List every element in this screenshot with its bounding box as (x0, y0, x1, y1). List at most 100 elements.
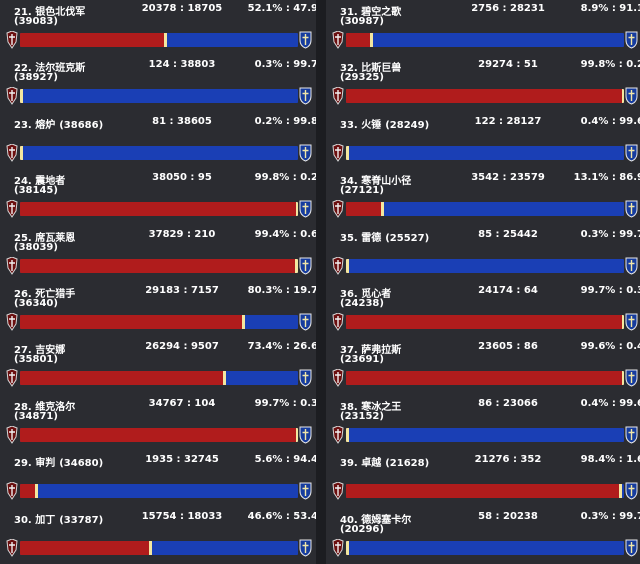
server-name: 34. 寒脊山小径 (340, 176, 412, 188)
horde-share-fill (346, 89, 624, 104)
server-name: 38. 寒冰之王 (340, 401, 402, 413)
ratio-divider (163, 33, 167, 47)
server-header-line: 37. 萨弗拉斯 23605 : 86 99.6% : 0.4% (340, 341, 640, 357)
horde-emblem-icon (6, 31, 18, 49)
server-name: 29. 审判 (14, 458, 56, 470)
faction-ratio-bar-row (332, 256, 638, 275)
faction-counts: 24174 : 64 (478, 285, 538, 296)
faction-percentages: 80.3% : 19.7% (247, 285, 328, 296)
ratio-divider (346, 427, 350, 442)
server-name: 33. 火锤 (340, 119, 382, 131)
horde-share-fill (20, 484, 36, 499)
faction-ratio-bar-row (6, 482, 312, 501)
faction-ratio-bar-row (6, 256, 312, 275)
ratio-divider (346, 258, 349, 273)
alliance-emblem-icon (299, 426, 312, 444)
alliance-emblem-icon (299, 482, 312, 500)
faction-counts: 1935 : 32745 (145, 454, 219, 466)
faction-percentages: 8.9% : 91.1% (580, 3, 640, 14)
server-header-line: 23. 熔炉 (38686) 81 : 38605 0.2% : 99.8% (14, 116, 328, 131)
server-total: (30987) (340, 16, 384, 27)
ratio-divider (295, 258, 298, 273)
horde-emblem-icon (6, 87, 18, 106)
alliance-emblem-icon (625, 144, 638, 162)
horde-share-fill (346, 33, 371, 47)
server-entry: 21. 银色北伐军 20378 : 18705 52.1% : 47.9% (3908… (0, 0, 328, 56)
server-total: (24238) (340, 298, 384, 309)
alliance-emblem-icon (299, 369, 312, 387)
faction-percentages: 98.4% : 1.6% (580, 454, 640, 466)
faction-counts: 29274 : 51 (478, 59, 538, 71)
server-total: (21628) (385, 458, 430, 470)
server-title-group: 23. 熔炉 (38686) (14, 116, 103, 131)
alliance-emblem-icon (625, 87, 638, 105)
horde-share-fill (20, 427, 298, 442)
ratio-divider (622, 89, 624, 104)
faction-ratio-bar-row (332, 538, 638, 557)
faction-ratio-bar-row (6, 143, 312, 162)
faction-ratio-bar (20, 145, 298, 160)
faction-ratio-bar (20, 540, 298, 555)
faction-counts: 38050 : 95 (152, 172, 212, 184)
faction-ratio-bar-row (6, 425, 312, 444)
horde-emblem-icon (6, 256, 18, 275)
faction-ratio-bar-row (332, 143, 638, 162)
server-name: 28. 维克洛尔 (14, 401, 76, 413)
ratio-divider (346, 540, 349, 555)
faction-ratio-bar-row (332, 31, 638, 49)
server-name: 40. 德姆塞卡尔 (340, 514, 412, 526)
horde-share-fill (20, 202, 298, 217)
horde-emblem-icon (332, 425, 344, 444)
faction-percentages: 99.8% : 0.2% (580, 59, 640, 71)
faction-counts: 122 : 28127 (474, 115, 542, 127)
server-name: 25. 席瓦莱恩 (14, 232, 76, 244)
horde-share-fill (20, 33, 165, 47)
alliance-emblem-icon (299, 257, 312, 275)
faction-ratio-bar (346, 145, 624, 160)
server-entry: 31. 碧空之歌 2756 : 28231 8.9% : 91.1% (30987) (326, 0, 640, 56)
alliance-emblem-icon (625, 369, 638, 387)
faction-percentages: 0.2% : 99.8% (254, 115, 328, 127)
faction-ratio-bar-row (332, 369, 638, 388)
horde-emblem-icon (332, 143, 344, 162)
faction-percentages: 46.6% : 53.4% (247, 510, 328, 522)
alliance-emblem-icon (625, 539, 638, 557)
server-title-group: 39. 卓越 (21628) (340, 454, 429, 469)
faction-percentages: 99.4% : 0.6% (254, 228, 328, 240)
faction-counts: 37829 : 210 (148, 228, 216, 240)
server-header-line: 40. 德姆塞卡尔 58 : 20238 0.3% : 99.7% (340, 510, 640, 526)
alliance-emblem-icon (299, 144, 312, 162)
ratio-divider (621, 371, 624, 386)
server-header-line: 27. 吉安娜 26294 : 9507 73.4% : 26.6% (14, 341, 328, 356)
server-total: (23152) (340, 410, 384, 422)
faction-ratio-bar (346, 258, 624, 273)
faction-ratio-bar (20, 371, 298, 386)
faction-ratio-bar (20, 315, 298, 329)
faction-counts: 58 : 20238 (478, 510, 538, 522)
faction-percentages: 52.1% : 47.9% (247, 3, 328, 14)
server-entry: 25. 席瓦莱恩 37829 : 210 99.4% : 0.6% (38039) (0, 226, 328, 282)
alliance-emblem-icon (299, 539, 312, 557)
faction-ratio-bar-row (6, 31, 312, 49)
horde-emblem-icon (6, 425, 18, 444)
faction-ratio-bar (346, 484, 624, 499)
faction-ratio-bar-row (332, 313, 638, 331)
server-total: (38145) (14, 185, 58, 197)
faction-counts: 26294 : 9507 (145, 341, 219, 353)
ratio-divider (381, 202, 385, 217)
server-name: 37. 萨弗拉斯 (340, 345, 402, 357)
ratio-divider (20, 89, 23, 104)
faction-ratio-bar-row (332, 425, 638, 444)
faction-ratio-bar-row (6, 200, 312, 219)
faction-counts: 124 : 38803 (148, 59, 216, 71)
faction-ratio-bar (20, 202, 298, 217)
faction-ratio-bar (346, 540, 624, 555)
server-entry: 35. 雷德(25527) 85 : 25442 0.3% : 99.7% (326, 226, 640, 282)
alliance-emblem-icon (625, 200, 638, 218)
horde-emblem-icon (6, 200, 18, 219)
server-total: (28249) (385, 119, 430, 131)
server-name: 21. 银色北伐军 (14, 7, 86, 18)
faction-percentages: 99.6% : 0.4% (580, 341, 640, 353)
